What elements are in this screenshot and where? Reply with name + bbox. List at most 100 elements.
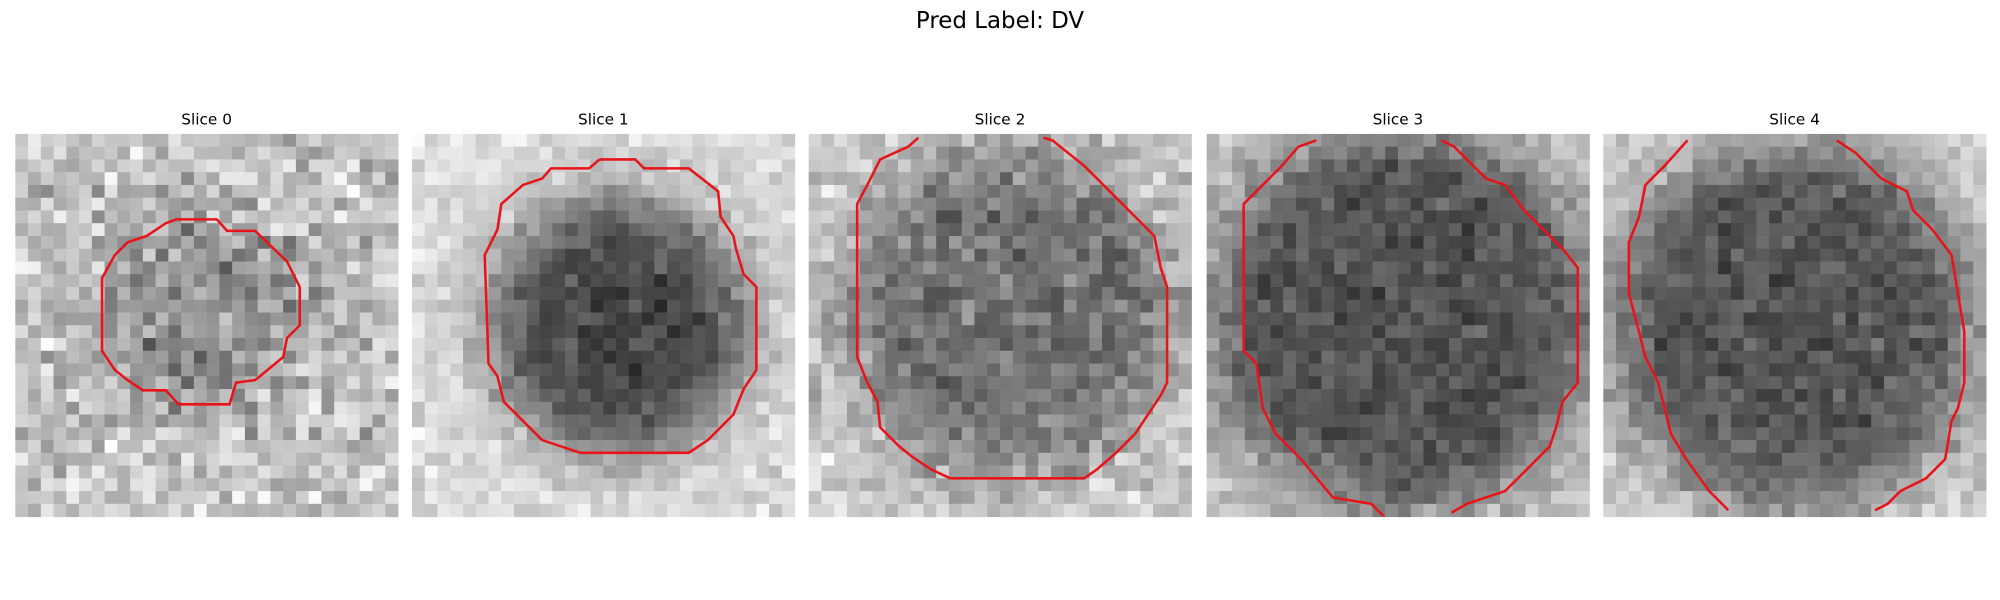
- pixel: [308, 286, 322, 301]
- pixel: [910, 133, 924, 148]
- pixel: [897, 197, 912, 211]
- pixel: [961, 274, 976, 288]
- pixel: [616, 197, 630, 211]
- pixel: [1512, 172, 1527, 186]
- pixel: [1244, 376, 1259, 390]
- pixel: [692, 286, 706, 301]
- pixel: [565, 312, 579, 326]
- pixel: [1283, 452, 1297, 467]
- pixel: [667, 299, 681, 314]
- pixel: [232, 210, 246, 224]
- pixel: [1025, 146, 1039, 160]
- pixel: [834, 274, 848, 288]
- pixel: [1283, 286, 1297, 301]
- pixel: [130, 312, 144, 326]
- pixel: [1858, 223, 1872, 237]
- pixel: [705, 440, 719, 454]
- pixel: [705, 491, 719, 505]
- pixel: [411, 146, 426, 160]
- pixel: [1756, 223, 1770, 237]
- pixel: [781, 312, 796, 326]
- pixel: [948, 197, 963, 211]
- pixel: [1165, 325, 1180, 339]
- pixel: [28, 491, 42, 505]
- pixel: [1308, 338, 1322, 352]
- pixel: [526, 427, 541, 441]
- pixel: [1372, 478, 1386, 492]
- pixel: [1423, 210, 1437, 224]
- pixel: [450, 440, 464, 454]
- pixel: [1474, 465, 1488, 479]
- pixel: [1063, 210, 1078, 224]
- pixel: [283, 478, 297, 492]
- pixel: [1705, 401, 1719, 416]
- pixel: [1102, 503, 1116, 518]
- pixel: [1538, 274, 1552, 288]
- pixel: [15, 376, 29, 390]
- pixel: [821, 299, 835, 314]
- pixel: [321, 248, 335, 262]
- pixel: [40, 503, 55, 518]
- pixel: [1692, 133, 1706, 148]
- pixel: [872, 452, 886, 467]
- pixel: [1397, 261, 1412, 275]
- pixel: [1206, 159, 1220, 173]
- pixel: [1641, 223, 1655, 237]
- pixel: [1705, 452, 1719, 467]
- pixel: [936, 146, 950, 160]
- pixel: [872, 478, 886, 492]
- pixel: [1206, 286, 1220, 301]
- pixel: [743, 338, 757, 352]
- pixel: [1960, 363, 1974, 377]
- pixel: [1794, 184, 1808, 199]
- pixel: [1140, 338, 1154, 352]
- pixel: [897, 465, 912, 479]
- pixel: [257, 274, 271, 288]
- pixel: [1012, 427, 1027, 441]
- pixel: [718, 338, 732, 352]
- pixel: [1283, 184, 1297, 199]
- pixel: [283, 440, 297, 454]
- pixel: [679, 286, 694, 301]
- pixel: [1270, 248, 1284, 262]
- pixel: [1346, 401, 1361, 416]
- pixel: [1654, 414, 1668, 428]
- pixel: [1858, 338, 1872, 352]
- pixel: [1012, 440, 1027, 454]
- pixel: [1206, 197, 1220, 211]
- pixel: [437, 363, 451, 377]
- pixel: [1076, 299, 1090, 314]
- pixel: [181, 133, 195, 148]
- pixel: [1922, 401, 1936, 416]
- pixel: [590, 440, 604, 454]
- pixel: [1896, 274, 1910, 288]
- pixel: [1102, 261, 1116, 275]
- pixel: [552, 248, 566, 262]
- pixel: [244, 363, 259, 377]
- pixel: [91, 440, 106, 454]
- pixel: [219, 235, 233, 250]
- pixel: [244, 312, 259, 326]
- pixel: [244, 427, 259, 441]
- pixel: [1883, 376, 1898, 390]
- pixel: [181, 465, 195, 479]
- pixel: [1794, 235, 1808, 250]
- pixel: [808, 133, 822, 148]
- pixel: [846, 427, 861, 441]
- pixel: [1461, 261, 1475, 275]
- pixel: [1512, 223, 1527, 237]
- pixel: [1947, 376, 1961, 390]
- pixel: [577, 235, 592, 250]
- pixel: [1165, 210, 1180, 224]
- pixel: [1359, 440, 1373, 454]
- pixel: [463, 338, 477, 352]
- pixel: [872, 312, 886, 326]
- pixel: [1960, 478, 1974, 492]
- pixel: [834, 414, 848, 428]
- pixel: [463, 427, 477, 441]
- pixel: [552, 133, 566, 148]
- pixel: [308, 312, 322, 326]
- pixel: [1781, 261, 1796, 275]
- pixel: [616, 491, 630, 505]
- pixel: [1756, 261, 1770, 275]
